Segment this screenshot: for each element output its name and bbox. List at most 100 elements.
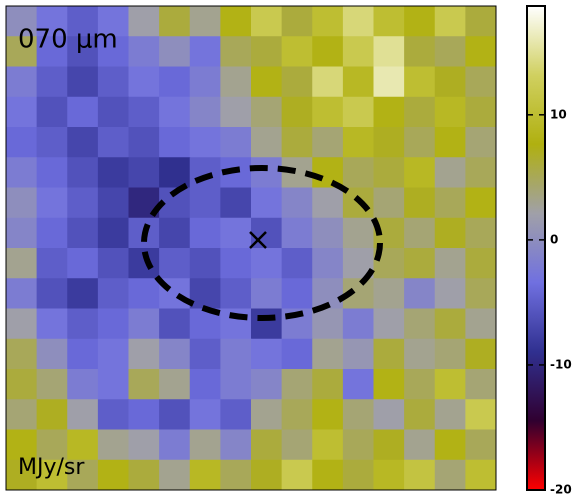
pixel (220, 459, 252, 491)
pixel (97, 429, 129, 461)
pixel (373, 187, 405, 219)
pixel (220, 217, 252, 249)
pixel (434, 278, 466, 309)
pixel (312, 338, 344, 370)
pixel (36, 187, 68, 219)
pixel (404, 187, 436, 219)
pixel (434, 217, 466, 249)
pixel (434, 36, 466, 67)
pixel (434, 96, 466, 128)
pixel (159, 127, 191, 158)
pixel (220, 127, 252, 158)
pixel (434, 157, 466, 188)
pixel (128, 278, 160, 309)
pixel (159, 399, 191, 430)
pixel (67, 429, 99, 461)
pixel (36, 96, 68, 128)
pixel (189, 338, 221, 370)
pixel (465, 96, 497, 128)
pixel (281, 36, 313, 67)
pixel (404, 66, 436, 98)
pixel (189, 187, 221, 219)
pixel (251, 127, 283, 158)
pixel (36, 36, 68, 67)
pixel (281, 217, 313, 249)
pixel (465, 127, 497, 158)
pixel (251, 338, 283, 370)
pixel (281, 187, 313, 219)
pixel (6, 157, 38, 188)
pixel (189, 217, 221, 249)
pixel (97, 248, 129, 279)
pixel (251, 369, 283, 400)
pixel (465, 66, 497, 98)
pixel (434, 338, 466, 370)
pixel (36, 278, 68, 309)
pixel (97, 399, 129, 430)
aperture-ellipse (141, 165, 383, 321)
colorbar-tick-label: -10 (550, 357, 572, 371)
pixel (404, 217, 436, 249)
pixel (251, 36, 283, 67)
pixel (67, 278, 99, 309)
pixel (159, 459, 191, 491)
pixel (159, 96, 191, 128)
pixel (342, 338, 374, 370)
pixel (342, 217, 374, 249)
pixel (342, 127, 374, 158)
pixel (189, 96, 221, 128)
pixel (36, 217, 68, 249)
pixel (404, 127, 436, 158)
colorbar (526, 5, 546, 491)
pixel (465, 429, 497, 461)
pixel (36, 6, 68, 37)
pixel (67, 308, 99, 340)
pixel (404, 36, 436, 67)
pixel (97, 369, 129, 400)
pixel (36, 338, 68, 370)
pixel (281, 429, 313, 461)
pixel (251, 278, 283, 309)
pixel (128, 338, 160, 370)
pixel (404, 248, 436, 279)
pixel (465, 459, 497, 491)
pixel (97, 6, 129, 37)
pixel (128, 157, 160, 188)
pixel (465, 338, 497, 370)
pixel (251, 429, 283, 461)
pixel (67, 338, 99, 370)
pixel (342, 459, 374, 491)
pixel (342, 96, 374, 128)
pixel (434, 369, 466, 400)
pixel (312, 429, 344, 461)
image (6, 6, 497, 491)
pixel (97, 187, 129, 219)
pixel (128, 127, 160, 158)
pixel (312, 127, 344, 158)
pixel (373, 157, 405, 188)
pixel (404, 308, 436, 340)
pixel (159, 217, 191, 249)
pixel (159, 429, 191, 461)
pixel (97, 157, 129, 188)
pixel (159, 36, 191, 67)
pixel (251, 308, 283, 340)
pixel (281, 96, 313, 128)
pixel (36, 369, 68, 400)
pixel (6, 278, 38, 309)
pixel (404, 459, 436, 491)
pixel (220, 399, 252, 430)
pixel (128, 369, 160, 400)
pixel (189, 6, 221, 37)
pixel (128, 459, 160, 491)
colorbar-axis: 10 0 -10 -20 (527, 107, 572, 497)
colorbar-tick-label: 0 (550, 232, 558, 246)
pixel (312, 6, 344, 37)
pixel (128, 66, 160, 98)
pixel (97, 459, 129, 491)
pixel (6, 459, 38, 491)
pixel (128, 36, 160, 67)
center-marker (249, 231, 267, 249)
pixel (159, 248, 191, 279)
pixel (342, 308, 374, 340)
